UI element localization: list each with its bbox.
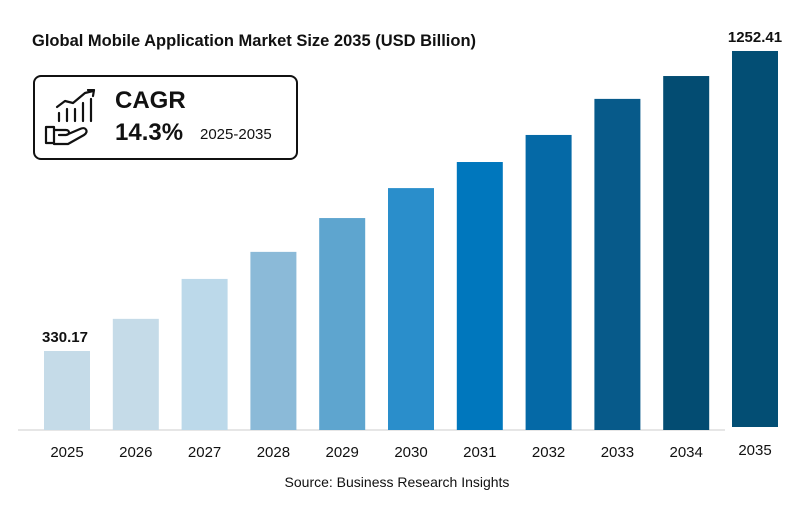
x-tick-label: 2025 (50, 444, 83, 461)
x-tick-label: 2035 (738, 442, 771, 459)
cagr-value: 14.3% (115, 119, 184, 146)
bar-2034 (663, 76, 710, 430)
bar-2030 (388, 188, 434, 430)
bar-2027 (181, 278, 228, 430)
data-label: 1252.41 (728, 29, 782, 46)
source-note: Source: Business Research Insights (284, 474, 510, 490)
bar-2025 (44, 351, 90, 430)
x-tick-label: 2033 (601, 444, 634, 461)
hand-growth-chart-icon (44, 89, 96, 146)
cagr-label: CAGR (115, 87, 186, 114)
bar-2032 (525, 134, 572, 430)
bar-2028 (250, 251, 297, 430)
bar-2033 (594, 98, 641, 430)
chart-title: Global Mobile Application Market Size 20… (32, 32, 477, 50)
x-tick-label: 2031 (463, 444, 496, 461)
bar-2026 (112, 318, 159, 430)
cagr-box: CAGR 14.3% 2025-2035 (33, 75, 298, 160)
bar-2035 (732, 50, 778, 428)
x-tick-label: 2034 (670, 444, 703, 461)
x-tick-label: 2028 (257, 444, 290, 461)
x-tick-label: 2030 (394, 444, 427, 461)
x-tick-label: 2027 (188, 444, 221, 461)
x-tick-label: 2029 (326, 444, 359, 461)
bar-2031 (456, 162, 503, 430)
bar-2029 (319, 218, 366, 430)
cagr-period: 2025-2035 (200, 126, 272, 143)
data-label: 330.17 (42, 329, 88, 346)
x-tick-label: 2026 (119, 444, 152, 461)
x-tick-label: 2032 (532, 444, 565, 461)
